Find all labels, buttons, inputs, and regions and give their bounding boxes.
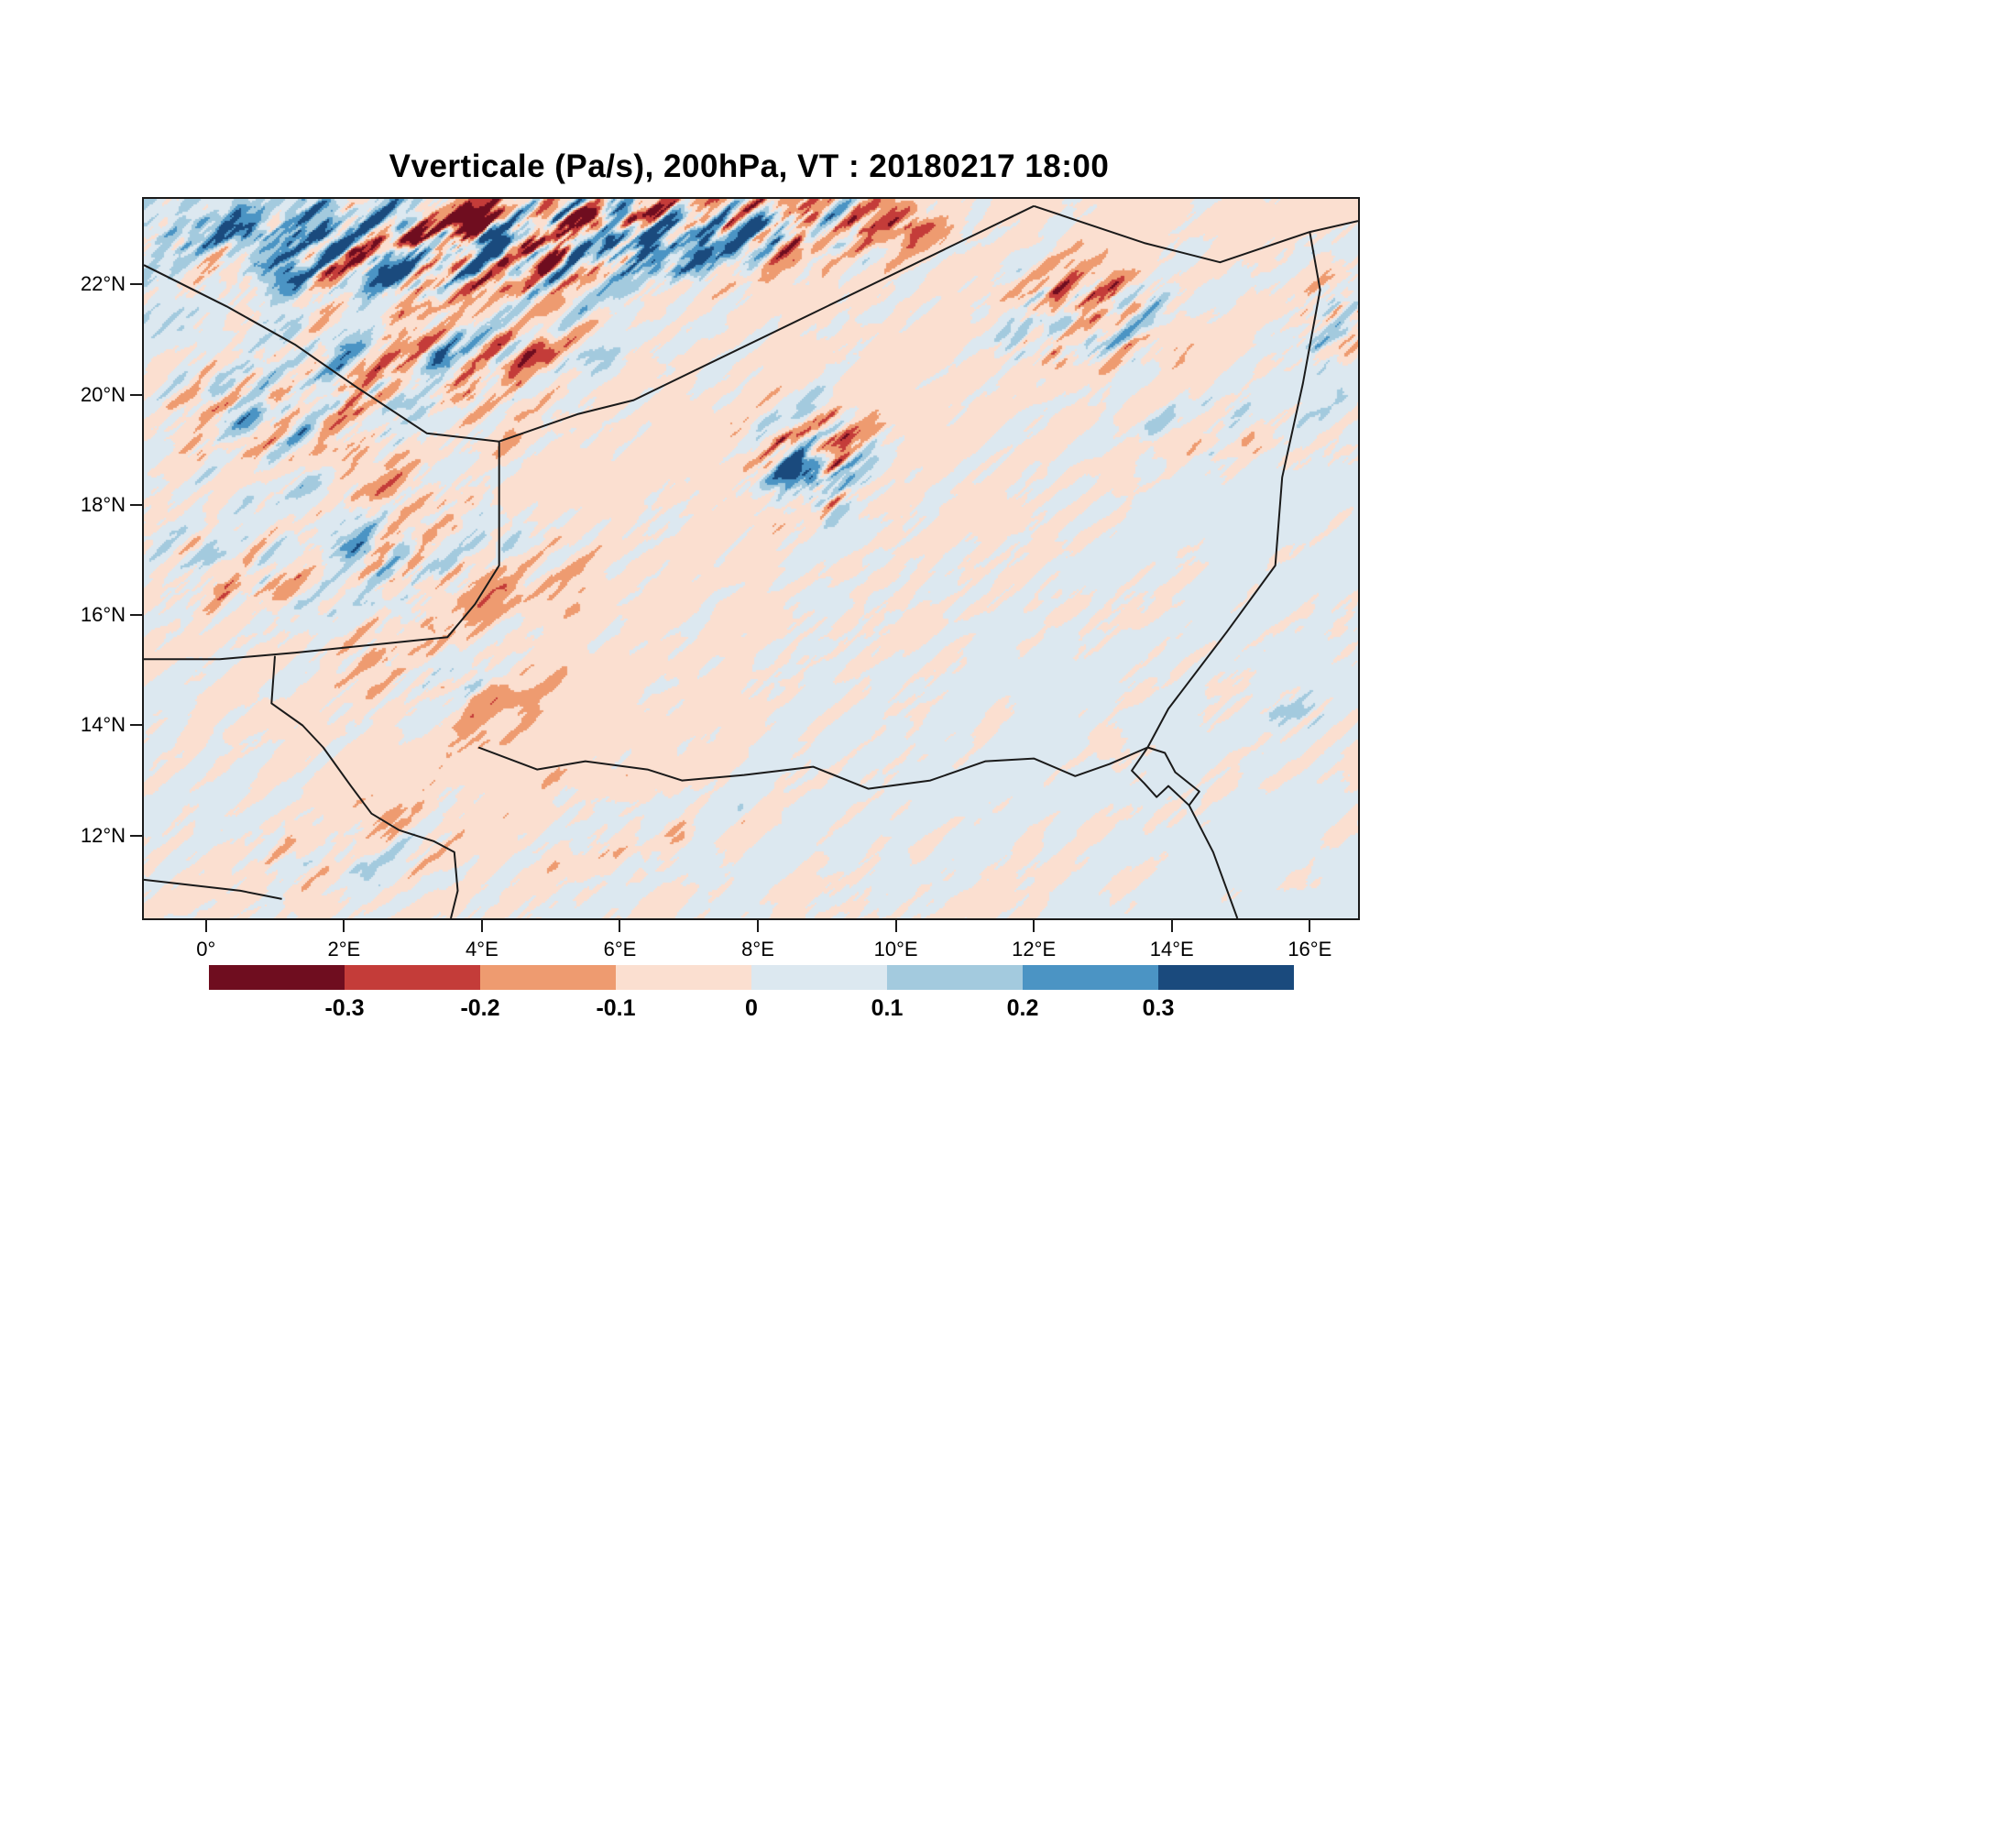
lon-tick-label: 2°E [327,938,361,960]
colorbar-tick-label: 0.1 [871,995,904,1021]
colorbar-tick-label: 0.3 [1142,995,1175,1021]
lon-tick-label: 12°E [1012,938,1057,960]
lon-tick-label: 16°E [1287,938,1332,960]
colorbar-tick-label: 0.2 [1006,995,1039,1021]
colorbar-segment-7 [1158,965,1294,990]
lon-tick-mark [757,920,760,932]
colorbar-segment-0 [209,965,345,990]
lon-tick-mark [894,920,897,932]
lat-tick-label: 18°N [80,492,126,516]
lat-tick-label: 16°N [80,603,126,627]
colorbar-segment-2 [480,965,616,990]
lat-tick-mark [130,503,142,506]
lat-tick-label: 12°N [80,823,126,847]
lon-tick-mark [204,920,207,932]
lon-tick-mark [1033,920,1035,932]
map-plot-area: 22°N 20°N 18°N 16°N 14°N 12°N 0° 2°E 4°E 6°E 8°E 1… [81,197,1360,960]
colorbar [209,965,1294,990]
colorbar-tick-label: 0 [745,995,758,1021]
lon-tick-label: 0° [196,938,216,960]
border-algeria-mali [144,264,499,443]
colorbar-segment-6 [1023,965,1158,990]
border-mali-niger [144,441,500,661]
colorbar-segment-4 [751,965,887,990]
lat-tick-mark [130,614,142,617]
border-algeria-niger [499,204,1035,443]
lon-tick-label: 8°E [741,938,774,960]
lat-tick-mark [130,283,142,286]
lon-tick-label: 14°E [1149,938,1194,960]
lat-tick-mark [130,834,142,837]
colorbar-tick-label: -0.1 [596,995,636,1021]
lon-tick-mark [480,920,483,932]
border-niger-libya [1033,204,1358,264]
lon-tick-mark [1170,920,1173,932]
lon-tick-label: 6°E [603,938,637,960]
colorbar-tick-label: -0.3 [324,995,365,1021]
chart-title: Vverticale (Pa/s), 200hPa, VT : 20180217… [389,148,1110,184]
lon-tick-label: 10°E [873,938,918,960]
country-borders-overlay [144,204,1358,918]
colorbar-segment-1 [345,965,480,990]
border-lake-chad [1131,746,1200,807]
lon-tick-mark [1309,920,1311,932]
lon-tick-mark [619,920,621,932]
lat-tick-mark [130,393,142,396]
lat-tick-mark [130,724,142,727]
colorbar-segment-3 [616,965,751,990]
border-niger-nigeria [477,746,1148,790]
border-niger-chad [1146,231,1321,748]
lat-tick-label: 22°N [80,272,126,296]
lon-tick-label: 4°E [466,938,499,960]
lat-tick-label: 20°N [80,382,126,406]
colorbar-segment-5 [887,965,1023,990]
border-nigeria-cameroon [1188,805,1239,918]
colorbar-labels: -0.3 -0.2 -0.1 0 0.1 0.2 0.3 [209,995,1294,1023]
colorbar-tick-label: -0.2 [460,995,500,1021]
vertical-velocity-field [144,199,1358,918]
lon-tick-mark [343,920,345,932]
border-niger-burkina-benin [270,655,459,918]
border-burkina-togo-benin [144,878,282,900]
lat-tick-label: 14°N [80,713,126,737]
